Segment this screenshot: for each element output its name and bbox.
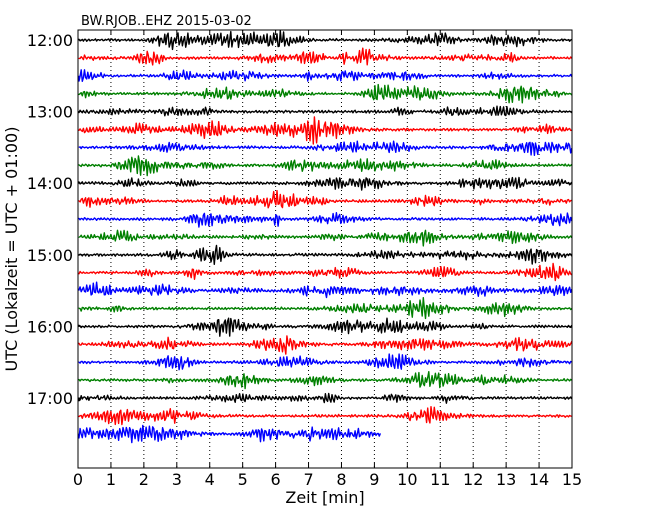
y-tick-label: 14:00 bbox=[27, 174, 73, 193]
seismogram-trace bbox=[78, 392, 573, 404]
y-axis-ticks: 12:00 13:00 14:00 15:00 16:00 17:00 bbox=[27, 31, 572, 408]
seismogram-trace bbox=[78, 69, 573, 82]
seismogram-trace bbox=[78, 281, 573, 299]
chart-title: BW.RJOB..EHZ 2015-03-02 bbox=[81, 14, 252, 29]
seismogram-trace bbox=[78, 229, 573, 247]
x-tick-label: 13 bbox=[496, 470, 516, 489]
seismogram-trace bbox=[78, 297, 573, 320]
y-axis-label: UTC (Lokalzeit = UTC + 01:00) bbox=[2, 127, 21, 372]
seismogram-trace bbox=[78, 212, 573, 228]
x-tick-label: 7 bbox=[303, 470, 313, 489]
y-tick-label: 15:00 bbox=[27, 246, 73, 265]
x-tick-label: 2 bbox=[139, 470, 149, 489]
seismogram-trace bbox=[78, 83, 573, 104]
x-tick-label: 10 bbox=[397, 470, 417, 489]
seismogram-trace bbox=[78, 155, 573, 177]
seismogram-trace bbox=[78, 317, 573, 337]
x-tick-label: 12 bbox=[463, 470, 483, 489]
x-tick-label: 9 bbox=[369, 470, 379, 489]
x-axis-ticks: 0 1 2 3 4 5 6 7 8 9 10 11 12 13 14 15 bbox=[73, 30, 582, 489]
y-tick-label: 16:00 bbox=[27, 317, 73, 336]
y-tick-label: 17:00 bbox=[27, 389, 73, 408]
x-tick-label: 11 bbox=[430, 470, 450, 489]
x-tick-label: 8 bbox=[336, 470, 346, 489]
y-tick-label: 12:00 bbox=[27, 31, 73, 50]
plot-frame bbox=[77, 29, 573, 469]
x-tick-label: 1 bbox=[106, 470, 116, 489]
seismogram-trace bbox=[78, 116, 573, 145]
seismogram-trace bbox=[78, 30, 573, 51]
seismogram-trace bbox=[78, 262, 573, 282]
seismogram-trace bbox=[78, 176, 573, 191]
seismogram-traces bbox=[78, 30, 573, 444]
seismogram-trace bbox=[78, 140, 573, 156]
seismogram-trace bbox=[78, 244, 573, 265]
seismogram-trace bbox=[78, 353, 573, 371]
x-tick-label: 0 bbox=[73, 470, 83, 489]
x-tick-label: 5 bbox=[238, 470, 248, 489]
x-tick-label: 14 bbox=[529, 470, 549, 489]
seismogram-trace bbox=[78, 424, 382, 444]
seismogram-trace bbox=[78, 105, 573, 117]
seismogram-trace bbox=[78, 370, 573, 390]
x-tick-label: 4 bbox=[205, 470, 215, 489]
seismogram-trace bbox=[78, 189, 572, 209]
seismogram-trace bbox=[78, 335, 573, 355]
x-tick-label: 3 bbox=[172, 470, 182, 489]
seismogram-trace bbox=[78, 406, 572, 426]
x-tick-label: 6 bbox=[271, 470, 281, 489]
x-axis-label: Zeit [min] bbox=[285, 488, 364, 507]
x-tick-label: 15 bbox=[562, 470, 582, 489]
seismogram-trace bbox=[78, 47, 573, 66]
y-tick-label: 13:00 bbox=[27, 103, 73, 122]
